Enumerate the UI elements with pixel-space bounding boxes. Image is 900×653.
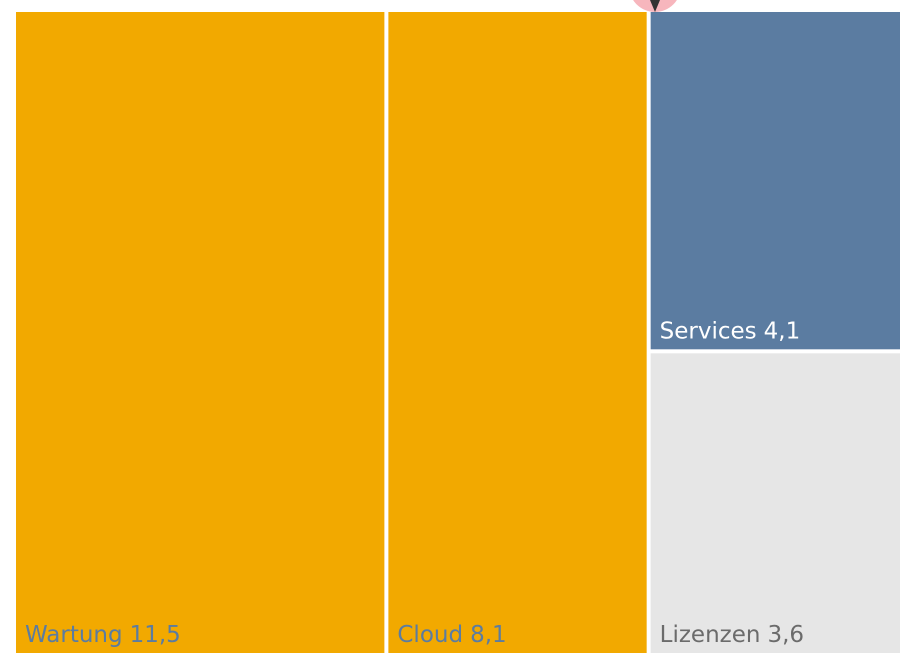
pointer-tip	[650, 0, 660, 12]
category-name: Wartung	[25, 622, 123, 648]
tile-label: Wartung 11,5	[25, 622, 181, 648]
tile-label: Lizenzen 3,6	[660, 622, 804, 648]
value-label: 8,1	[470, 622, 507, 648]
value-label: 11,5	[130, 622, 181, 648]
value-label: 4,1	[764, 318, 801, 344]
tile	[650, 12, 900, 350]
tile-label: Services 4,1	[660, 318, 801, 344]
category-name: Cloud	[397, 622, 463, 648]
treemap: Wartung 11,5 Cloud 8,1 Services 4,1 Lizenzen 3,…	[16, 12, 900, 653]
tile	[16, 12, 385, 653]
category-name: Lizenzen	[660, 622, 761, 648]
tile-label: Cloud 8,1	[397, 622, 506, 648]
category-name: Services	[660, 318, 757, 344]
tile	[388, 12, 647, 653]
value-label: 3,6	[767, 622, 804, 648]
tile	[650, 353, 900, 653]
